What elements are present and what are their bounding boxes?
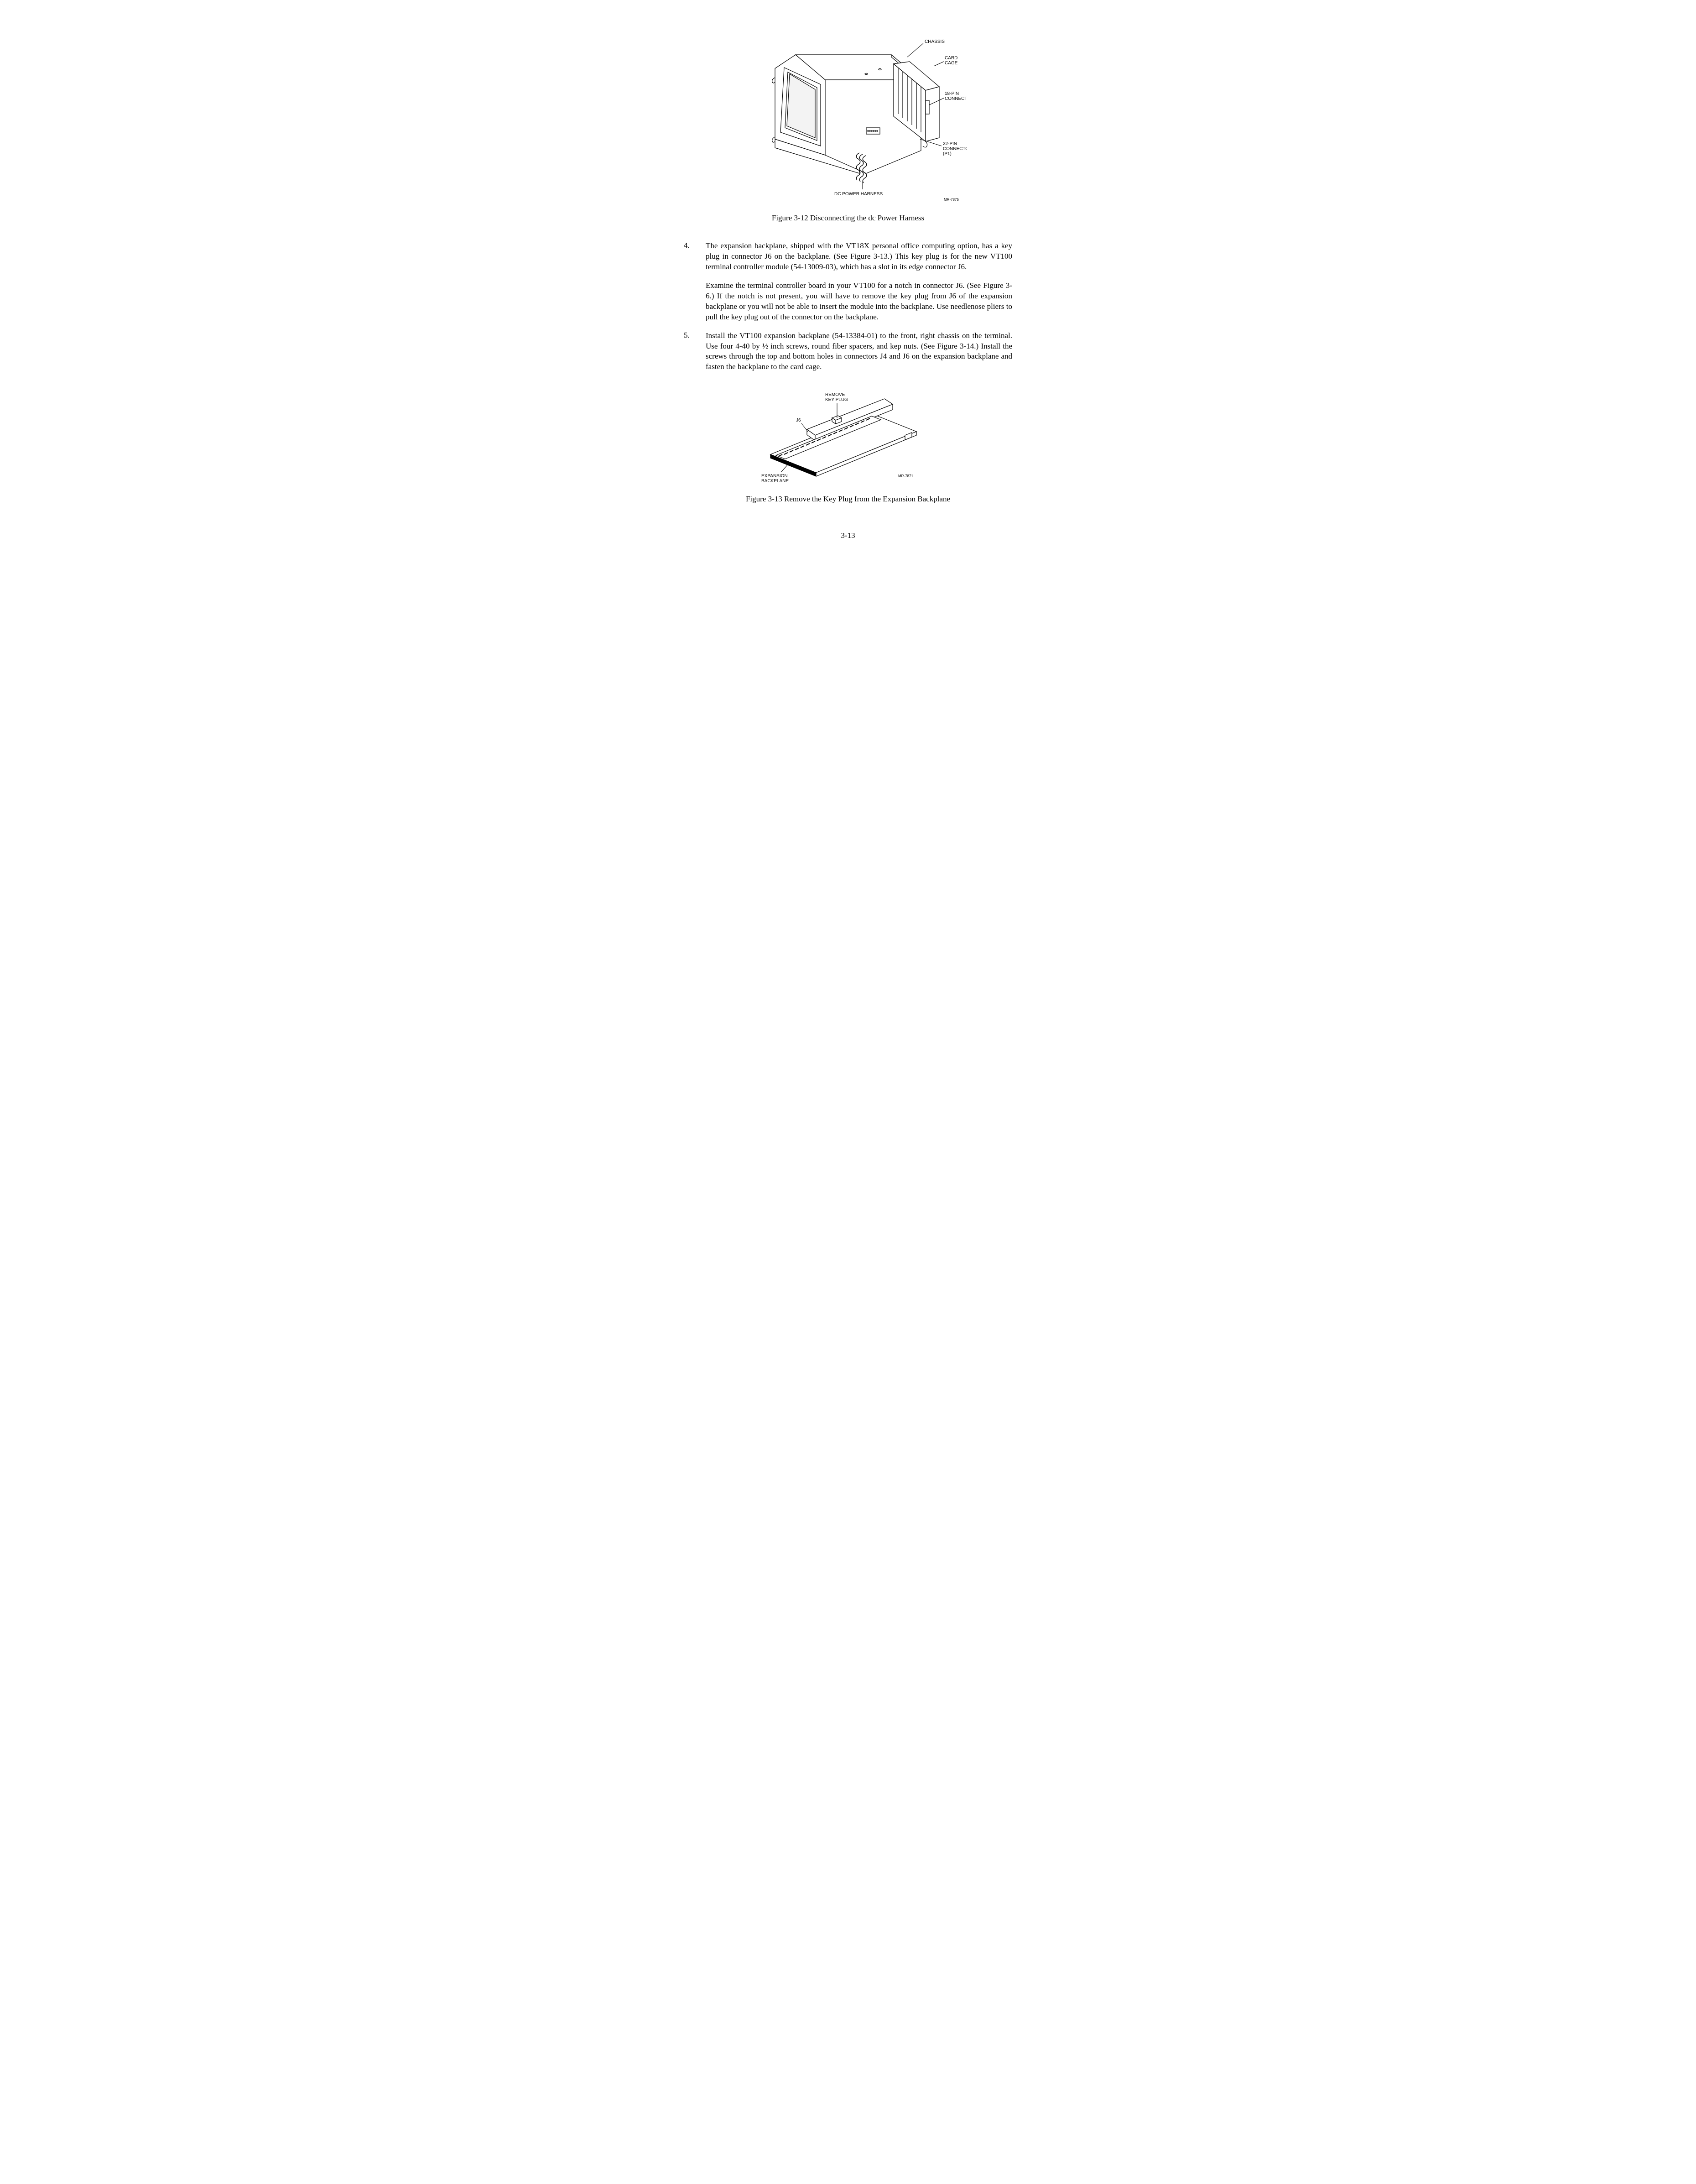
label-card: CARDCAGE bbox=[945, 56, 958, 66]
figure-3-13-diagram: REMOVEKEY PLUG J6 EXPANSIONBACKPLANE MR-… bbox=[752, 386, 944, 486]
page-number: 3-13 bbox=[684, 531, 1012, 540]
figure-3-13: REMOVEKEY PLUG J6 EXPANSIONBACKPLANE MR-… bbox=[684, 386, 1012, 504]
label-22pin: 22-PINCONNECTOR(P1) bbox=[943, 141, 967, 156]
paragraph-5-text: Install the VT100 expansion backplane (5… bbox=[706, 331, 1012, 373]
label-mr1: MR-7875 bbox=[944, 198, 959, 202]
figure-3-12-caption: Figure 3-12 Disconnecting the dc Power H… bbox=[684, 214, 1012, 223]
paragraph-5-number: 5. bbox=[684, 331, 706, 340]
figure-3-12-diagram: CHASSIS CARDCAGE 18-PINCONNECTOR 22-PINC… bbox=[729, 36, 967, 205]
label-dc-power: DC POWER HARNESS bbox=[834, 192, 883, 197]
document-page: CHASSIS CARDCAGE 18-PINCONNECTOR 22-PINC… bbox=[629, 0, 1067, 568]
label-chassis: CHASSIS bbox=[925, 39, 945, 44]
label-18pin: 18-PINCONNECTOR bbox=[945, 91, 967, 101]
figure-3-13-caption: Figure 3-13 Remove the Key Plug from the… bbox=[684, 495, 1012, 504]
paragraph-5: 5. Install the VT100 expansion backplane… bbox=[684, 331, 1012, 373]
paragraph-4: 4. The expansion backplane, shipped with… bbox=[684, 241, 1012, 272]
label-remove-key: REMOVEKEY PLUG bbox=[825, 392, 848, 402]
figure-3-12: CHASSIS CARDCAGE 18-PINCONNECTOR 22-PINC… bbox=[684, 36, 1012, 223]
label-mr2: MR-7871 bbox=[898, 474, 913, 478]
paragraph-4-cont: Examine the terminal controller board in… bbox=[706, 281, 1012, 323]
paragraph-4-text: The expansion backplane, shipped with th… bbox=[706, 241, 1012, 272]
label-j6: J6 bbox=[796, 418, 801, 423]
paragraph-4-number: 4. bbox=[684, 241, 706, 250]
label-expansion: EXPANSIONBACKPLANE bbox=[761, 474, 789, 484]
